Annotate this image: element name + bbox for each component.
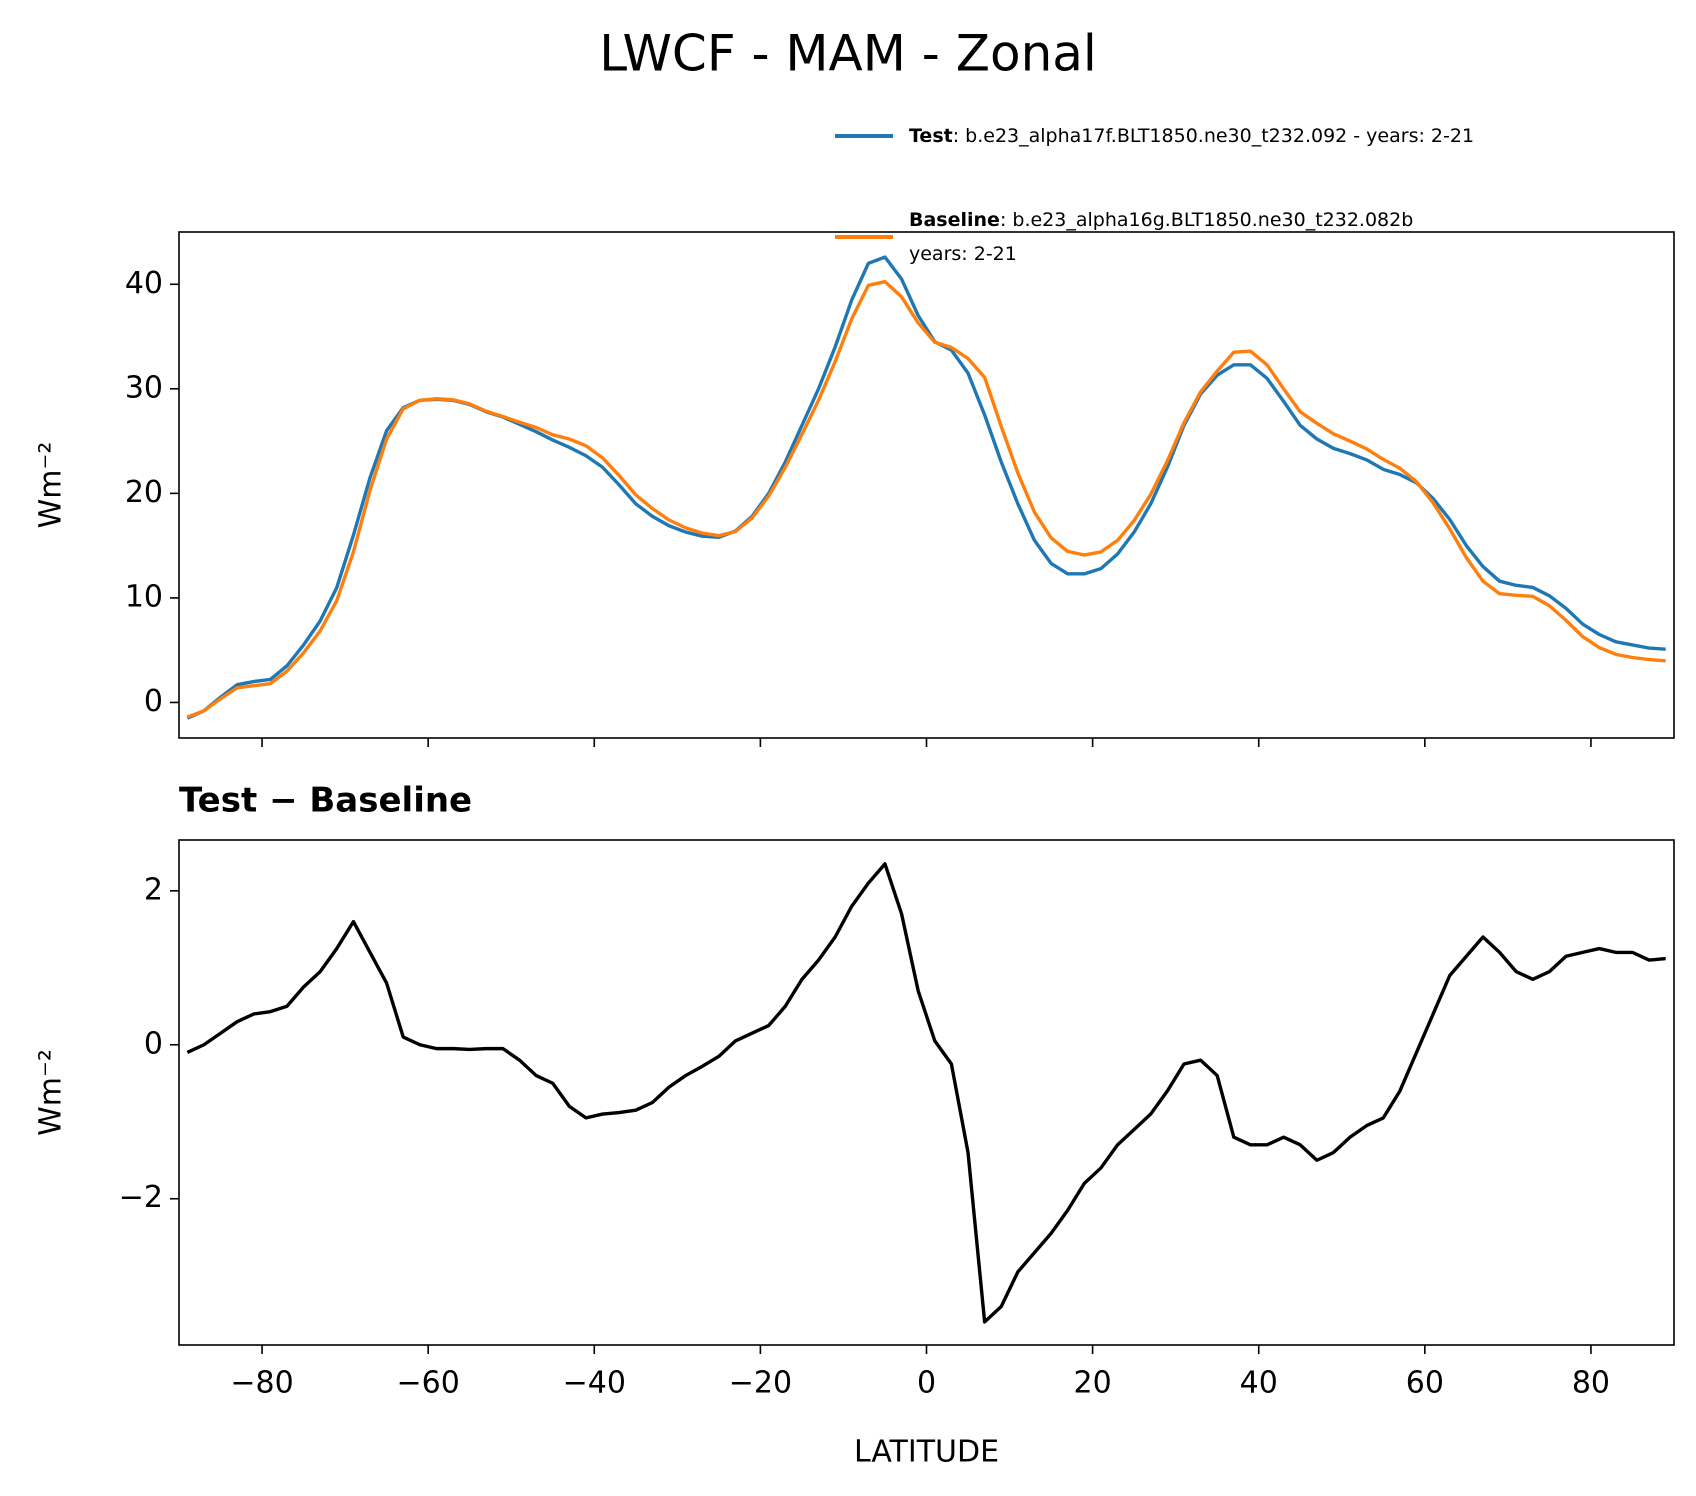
difference-line: [186, 862, 1666, 1324]
y-tick-label: 30: [125, 370, 163, 405]
x-tick-label: 0: [917, 1366, 936, 1401]
legend-entry: Baseline: b.e23_alpha16g.BLT1850.ne30_t2…: [909, 209, 1413, 231]
x-axis-label: LATITUDE: [854, 1435, 999, 1470]
subplot-title: Test − Baseline: [179, 781, 472, 821]
y-tick-label: 40: [125, 266, 163, 301]
legend-description: : b.e23_alpha16g.BLT1850.ne30_t232.082b: [1000, 209, 1413, 231]
x-tick-label: −20: [729, 1366, 792, 1401]
x-tick-label: −40: [563, 1366, 626, 1401]
x-tick-label: 20: [1074, 1366, 1112, 1401]
x-tick-label: 40: [1240, 1366, 1278, 1401]
legend-name: Test: [909, 125, 953, 147]
chart-title: LWCF - MAM - Zonal: [599, 25, 1097, 83]
legend-description: : b.e23_alpha17f.BLT1850.ne30_t232.092 -…: [953, 125, 1474, 147]
x-tick-label: −80: [230, 1366, 293, 1401]
legend-name: Baseline: [909, 209, 1000, 231]
legend-description: years: 2-21: [909, 243, 1017, 265]
y-tick-label: −2: [119, 1180, 163, 1215]
axes-frame: [178, 231, 1675, 739]
y-tick-label: 20: [125, 475, 163, 510]
x-tick-label: 80: [1572, 1366, 1610, 1401]
x-tick-label: 60: [1406, 1366, 1444, 1401]
legend-entry: Test: b.e23_alpha17f.BLT1850.ne30_t232.0…: [909, 125, 1474, 147]
y-tick-label: 2: [144, 872, 163, 907]
legend-entry: years: 2-21: [909, 243, 1017, 265]
y-tick-label: 0: [144, 684, 163, 719]
x-tick-label: −60: [397, 1366, 460, 1401]
y-axis-label: Wm⁻²: [34, 442, 69, 529]
series-line: [186, 279, 1666, 719]
y-tick-label: 0: [144, 1026, 163, 1061]
y-tick-label: 10: [125, 579, 163, 614]
axes-frame: [178, 839, 1675, 1346]
y-axis-label: Wm⁻²: [34, 1049, 69, 1136]
